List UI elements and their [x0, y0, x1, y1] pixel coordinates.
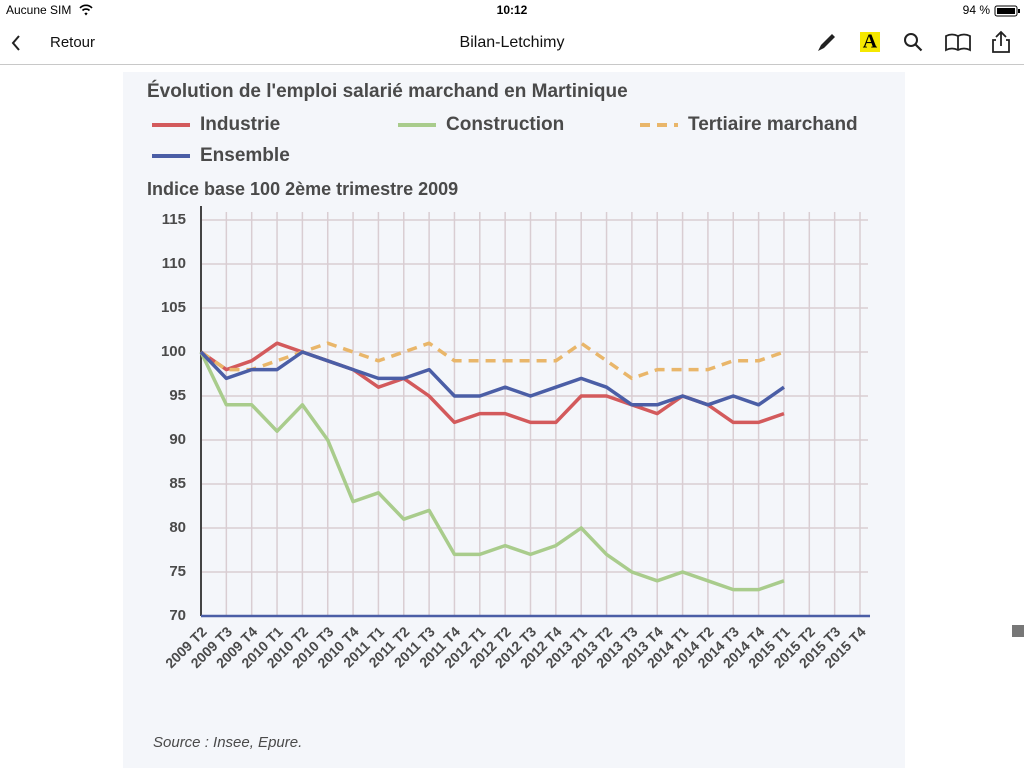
y-tick-label: 95	[169, 387, 186, 404]
wifi-icon	[79, 4, 93, 16]
y-tick-label: 90	[169, 431, 186, 448]
scrollbar[interactable]	[1012, 625, 1024, 637]
battery-level: 94 %	[963, 3, 991, 17]
pencil-icon[interactable]	[818, 34, 835, 51]
chart-subtitle: Indice base 100 2ème trimestre 2009	[147, 179, 458, 199]
y-tick-label: 115	[162, 211, 186, 228]
battery-tip	[1018, 9, 1020, 13]
battery-fill	[997, 8, 1015, 14]
chart-background	[123, 72, 905, 768]
back-button[interactable]: Retour	[11, 34, 95, 51]
legend-label: Construction	[446, 114, 564, 135]
series-line	[199, 350, 785, 407]
search-icon[interactable]	[904, 33, 923, 52]
highlighter-button[interactable]: A	[860, 31, 880, 53]
chart-title: Évolution de l'emploi salarié marchand e…	[147, 80, 628, 102]
battery-icon	[994, 5, 1018, 17]
highlighter-label: A	[863, 31, 878, 53]
legend-label: Industrie	[200, 114, 280, 135]
share-icon[interactable]	[992, 30, 1010, 53]
carrier: Aucune SIM	[6, 3, 71, 17]
y-tick-label: 75	[169, 563, 186, 580]
back-label: Retour	[50, 34, 95, 51]
highlighter-bg	[860, 32, 880, 52]
y-tick-label: 110	[162, 255, 186, 272]
legend-label: Tertiaire marchand	[688, 114, 858, 135]
search-handle	[914, 43, 923, 52]
source-note: Source : Insee, Epure.	[153, 734, 302, 751]
clock: 10:12	[497, 3, 528, 17]
nav-title: Bilan-Letchimy	[460, 34, 565, 51]
y-tick-label: 85	[169, 475, 186, 492]
book-icon[interactable]	[945, 33, 971, 52]
y-tick-label: 105	[161, 299, 186, 316]
y-tick-label: 80	[169, 519, 186, 536]
series-line	[199, 351, 785, 592]
y-tick-label: 70	[169, 607, 186, 624]
legend-label: Ensemble	[200, 145, 290, 166]
back-chevron	[11, 35, 20, 51]
y-tick-label: 100	[161, 343, 186, 360]
search-lens	[904, 33, 918, 47]
